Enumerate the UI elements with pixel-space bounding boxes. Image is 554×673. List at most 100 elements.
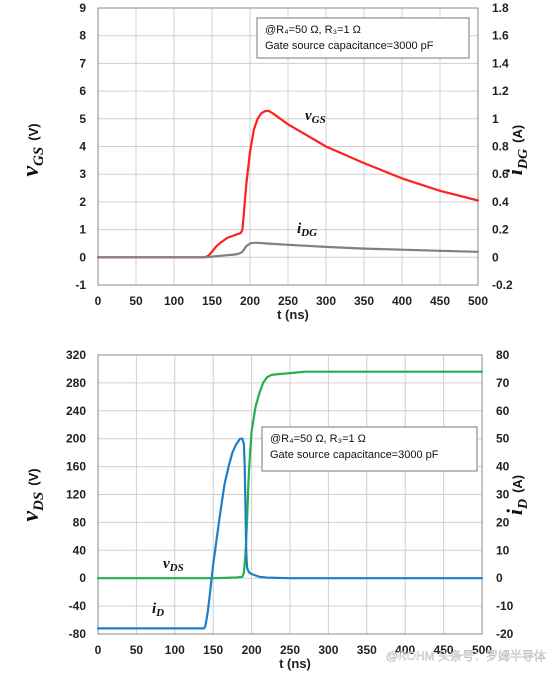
series-label-vDS: vDS bbox=[163, 556, 184, 574]
y-right-tick-label: 80 bbox=[496, 348, 510, 362]
x-tick-label: 50 bbox=[129, 294, 143, 308]
y-left-tick-label: 3 bbox=[79, 167, 86, 181]
x-tick-label: 200 bbox=[242, 643, 262, 657]
x-tick-label: 500 bbox=[472, 643, 492, 657]
series-label-iD: iD bbox=[152, 601, 164, 619]
y-left-tick-label: 0 bbox=[79, 250, 86, 264]
x-tick-label: 100 bbox=[165, 643, 185, 657]
series-label-main: i bbox=[297, 221, 302, 237]
x-tick-label: 150 bbox=[203, 643, 223, 657]
y-right-axis-unit: (A) bbox=[510, 475, 525, 493]
y-left-tick-label: 160 bbox=[66, 460, 86, 474]
plot-border bbox=[97, 7, 479, 286]
y-left-axis-unit: (V) bbox=[26, 468, 41, 485]
y-left-tick-label: 0 bbox=[79, 571, 86, 585]
y-left-tick-label: 40 bbox=[73, 543, 87, 557]
y-left-tick-label: 2 bbox=[79, 195, 86, 209]
annotation-box bbox=[256, 17, 470, 59]
y-left-axis-unit: (V) bbox=[26, 123, 41, 140]
x-tick-label: 100 bbox=[164, 294, 184, 308]
y-left-tick-label: 8 bbox=[79, 29, 86, 43]
y-right-axis-sub: D bbox=[516, 499, 531, 510]
y-right-tick-label: -10 bbox=[496, 599, 514, 613]
x-tick-label: 350 bbox=[354, 294, 374, 308]
y-right-tick-label: 0 bbox=[492, 250, 499, 264]
series-label-main: v bbox=[163, 556, 170, 572]
chart-2: 0 50 100 150 200 250 300 350 400 450 500-80-400408… bbox=[18, 348, 531, 671]
x-axis-title: t (ns) bbox=[279, 656, 311, 671]
x-tick-label: 400 bbox=[395, 643, 415, 657]
annotation-line: Gate source capacitance=3000 pF bbox=[270, 449, 439, 461]
y-right-tick-label: 1.2 bbox=[492, 84, 509, 98]
x-tick-label: 400 bbox=[392, 294, 412, 308]
annotation-line: @R₄=50 Ω, R₃=1 Ω bbox=[270, 433, 366, 445]
annotation-line: @R₄=50 Ω, R₃=1 Ω bbox=[265, 24, 361, 36]
x-tick-label: 0 bbox=[95, 294, 102, 308]
y-right-tick-label: 70 bbox=[496, 376, 510, 390]
y-right-tick-label: 1.8 bbox=[492, 1, 509, 15]
x-axis-title: t (ns) bbox=[277, 307, 309, 322]
y-right-axis-unit: (A) bbox=[510, 125, 525, 143]
series-line-vGS bbox=[96, 109, 480, 259]
annotation-line: Gate source capacitance=3000 pF bbox=[265, 40, 434, 52]
watermark: @ROHM 头条号：罗姆半导体 bbox=[386, 649, 546, 663]
y-left-axis-sub: DS bbox=[31, 492, 47, 512]
annotation-box bbox=[261, 426, 478, 472]
y-right-axis-sub: DG bbox=[516, 149, 531, 170]
y-left-axis-main: v bbox=[18, 166, 44, 177]
series-label-sub: DS bbox=[169, 562, 184, 574]
series-line-iDG bbox=[96, 241, 480, 259]
series-label-sub: D bbox=[155, 607, 164, 619]
series-label-main: v bbox=[305, 108, 312, 124]
y-left-tick-label: 120 bbox=[66, 488, 86, 502]
y-left-axis-title: vDS (V) bbox=[18, 468, 47, 521]
y-left-axis-title: vGS (V) bbox=[18, 123, 47, 176]
y-left-tick-label: 200 bbox=[66, 432, 86, 446]
series-line-vDS bbox=[96, 370, 484, 580]
y-right-tick-label: 0.8 bbox=[492, 140, 509, 154]
y-right-tick-label: 30 bbox=[496, 488, 510, 502]
x-tick-label: 200 bbox=[240, 294, 260, 308]
y-right-tick-label: 0 bbox=[496, 571, 503, 585]
y-right-tick-label: 40 bbox=[496, 460, 510, 474]
y-left-tick-label: 9 bbox=[79, 1, 86, 15]
y-left-tick-label: -80 bbox=[69, 627, 87, 641]
y-left-axis-main: v bbox=[18, 511, 44, 522]
y-left-tick-label: 5 bbox=[79, 112, 86, 126]
x-tick-label: 250 bbox=[278, 294, 298, 308]
y-left-tick-label: 80 bbox=[73, 515, 87, 529]
y-right-tick-label: -20 bbox=[496, 627, 514, 641]
y-left-tick-label: 1 bbox=[79, 223, 86, 237]
y-right-axis-title: iD (A) bbox=[502, 475, 531, 515]
series-label-sub: DG bbox=[300, 227, 317, 239]
series-label-vGS: vGS bbox=[305, 108, 326, 126]
x-tick-label: 450 bbox=[434, 643, 454, 657]
y-left-tick-label: -40 bbox=[69, 599, 87, 613]
y-right-tick-label: 1.6 bbox=[492, 29, 509, 43]
plot-border bbox=[97, 354, 483, 635]
y-right-tick-label: 60 bbox=[496, 404, 510, 418]
y-right-tick-label: 10 bbox=[496, 543, 510, 557]
x-tick-label: 150 bbox=[202, 294, 222, 308]
x-tick-label: 500 bbox=[468, 294, 488, 308]
y-right-axis-title: iDG (A) bbox=[502, 125, 531, 175]
y-right-tick-label: 0.2 bbox=[492, 223, 509, 237]
y-right-tick-label: 0.4 bbox=[492, 195, 509, 209]
x-tick-label: 0 bbox=[95, 643, 102, 657]
y-right-tick-label: 1.4 bbox=[492, 56, 509, 70]
series-line-iD bbox=[96, 437, 484, 630]
y-right-tick-label: 1 bbox=[492, 112, 499, 126]
series-label-main: i bbox=[152, 601, 157, 617]
y-left-tick-label: 320 bbox=[66, 348, 86, 362]
x-tick-label: 450 bbox=[430, 294, 450, 308]
y-left-tick-label: -1 bbox=[75, 278, 86, 292]
x-tick-label: 300 bbox=[316, 294, 336, 308]
series-label-iDG: iDG bbox=[297, 221, 317, 239]
y-left-tick-label: 6 bbox=[79, 84, 86, 98]
chart-1: 0 50 100 150 200 250 300 350 400 450 500 -1 0 1 2 3 4 5 6 7… bbox=[18, 1, 531, 322]
x-tick-label: 350 bbox=[357, 643, 377, 657]
y-left-axis-sub: GS bbox=[31, 147, 47, 166]
y-left-tick-label: 4 bbox=[79, 140, 86, 154]
y-right-tick-label: 0.6 bbox=[492, 167, 509, 181]
